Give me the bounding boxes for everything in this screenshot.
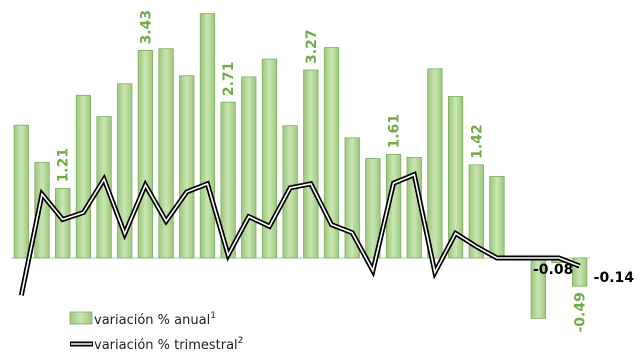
bar-16: [344, 137, 360, 259]
data-label-8: -0.14: [594, 270, 635, 286]
line-layer: [18, 171, 581, 296]
bar-5: [117, 83, 133, 259]
bar-17: [365, 158, 381, 259]
bar-7: [158, 48, 174, 259]
data-label-1: 3.43: [138, 10, 154, 45]
data-label-7: -0.08: [533, 262, 573, 278]
bar-6: [137, 50, 154, 259]
bars-layer: [13, 13, 588, 319]
data-label-6: -0.49: [573, 292, 589, 332]
bar-2: [55, 188, 71, 259]
legend-bar-swatch: [69, 311, 93, 325]
bar-11: [241, 76, 257, 259]
bar-21: [447, 96, 464, 259]
bar-15: [323, 47, 340, 259]
bar-22: [468, 164, 484, 259]
bar-0: [13, 124, 29, 259]
legend-label-annual: variación % anual1: [94, 311, 216, 328]
bar-23: [489, 175, 505, 259]
data-label-5: 1.42: [469, 124, 485, 159]
legend: variación % anual1 variación % trimestral…: [69, 311, 243, 353]
quarterly-line-core: [20, 173, 580, 296]
bar-9: [199, 13, 216, 259]
bar-3: [75, 94, 92, 259]
bar-14: [303, 69, 319, 259]
data-label-4: 1.61: [387, 114, 403, 149]
bar-20: [427, 68, 443, 259]
bar-12: [261, 58, 278, 259]
labels-layer: 1.21 3.43 2.71 3.27 1.61 1.42 -0.49-0.08 -0.14: [56, 10, 635, 333]
data-label-3: 3.27: [304, 29, 320, 64]
bar-8: [179, 75, 195, 259]
data-label-0: 1.21: [56, 148, 72, 183]
bar-1: [34, 162, 50, 259]
legend-label-quarterly: variación % trimestral2: [94, 336, 243, 353]
data-label-2: 2.71: [221, 62, 237, 97]
